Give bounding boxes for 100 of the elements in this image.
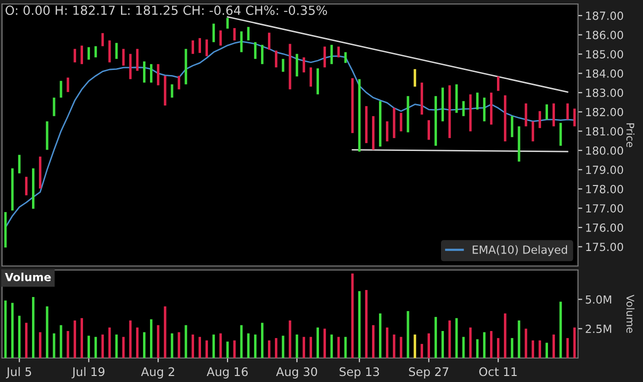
bar	[538, 340, 542, 358]
candlestick	[52, 98, 56, 116]
bar	[386, 327, 388, 358]
x-tick-label: Sep 13	[340, 367, 379, 378]
bar	[365, 290, 368, 358]
candlestick	[386, 121, 388, 142]
bar	[448, 320, 451, 358]
bar	[400, 336, 402, 358]
candlestick	[108, 40, 111, 62]
x-tick-label: Aug 2	[141, 367, 174, 378]
bar	[129, 320, 132, 358]
bar	[316, 327, 319, 358]
bar	[66, 331, 70, 358]
candlestick	[178, 76, 180, 90]
y-tick-label: 184.00	[586, 69, 624, 78]
bar	[80, 318, 84, 358]
y-tick-label: 182.00	[586, 108, 624, 116]
bar	[206, 340, 208, 358]
candlestick	[198, 38, 201, 53]
bar	[226, 342, 229, 358]
candlestick	[310, 67, 312, 87]
candlestick	[156, 64, 160, 86]
candlestick	[496, 76, 500, 91]
candlestick	[268, 32, 270, 50]
bar	[372, 325, 374, 358]
bar	[254, 334, 257, 358]
legend-label: EMA(10) Delayed	[472, 245, 567, 256]
bar	[559, 302, 562, 358]
bar	[192, 334, 194, 358]
candlestick	[88, 47, 90, 60]
bar	[11, 302, 14, 358]
x-tick-label: Aug 16	[206, 367, 248, 378]
bar	[455, 318, 458, 358]
candlestick	[546, 104, 548, 120]
bar	[414, 334, 416, 358]
bar	[164, 306, 166, 358]
candlestick	[469, 94, 472, 132]
candlestick	[143, 61, 146, 83]
bar	[219, 333, 222, 358]
y-tick-label: 177.00	[586, 204, 624, 213]
y-tick-label: 5.0M	[586, 295, 612, 304]
x-tick-label: Sep 27	[409, 367, 448, 378]
bar	[32, 296, 34, 358]
candlestick	[206, 39, 208, 56]
candlestick	[559, 122, 562, 146]
candlestick	[184, 48, 188, 84]
bar	[198, 336, 201, 358]
bar	[434, 316, 437, 358]
candlestick	[483, 98, 486, 122]
candlestick	[448, 85, 451, 138]
x-tick-label: Jul 5	[6, 367, 32, 378]
bar	[268, 340, 270, 358]
candlestick	[434, 96, 437, 146]
candlestick	[566, 103, 569, 120]
bar	[282, 336, 284, 358]
bar	[18, 316, 21, 358]
bar	[420, 344, 424, 358]
candlestick	[428, 120, 430, 140]
candlestick	[94, 46, 97, 58]
bar	[504, 313, 506, 358]
bar	[337, 336, 340, 358]
bar	[379, 313, 382, 358]
bar	[323, 328, 326, 358]
bar	[88, 336, 90, 358]
candlestick	[240, 31, 243, 52]
candlestick	[25, 176, 28, 196]
bar	[392, 334, 396, 358]
bar	[552, 334, 555, 358]
bar	[566, 338, 569, 358]
y-tick-label: 181.00	[586, 127, 624, 136]
y-tick-label: 180.00	[586, 146, 624, 155]
y-tick-label: 179.00	[586, 166, 624, 174]
bar	[358, 291, 361, 358]
candlestick	[490, 92, 492, 125]
bar	[136, 327, 139, 358]
candlestick	[261, 44, 264, 64]
y-tick-label: 186.00	[586, 30, 624, 40]
bar	[247, 333, 250, 358]
bar	[122, 336, 125, 358]
bar	[490, 331, 492, 358]
candlestick	[282, 58, 284, 72]
y-tick-label: 187.00	[586, 12, 624, 20]
bar	[524, 328, 528, 358]
candlestick	[538, 111, 542, 128]
candlestick	[323, 46, 326, 68]
bar	[261, 322, 264, 358]
candlestick	[38, 156, 42, 189]
bar	[38, 332, 42, 358]
bar	[74, 320, 76, 358]
candlestick	[552, 103, 555, 126]
chart-title: Volume	[4, 272, 51, 282]
candlestick	[18, 154, 21, 174]
bar	[178, 332, 180, 358]
bar	[150, 319, 152, 358]
candlestick	[136, 48, 139, 71]
candlestick	[351, 78, 354, 134]
candlestick	[524, 103, 528, 126]
bar	[46, 306, 48, 358]
candlestick	[164, 76, 166, 106]
candlestick	[316, 68, 319, 94]
